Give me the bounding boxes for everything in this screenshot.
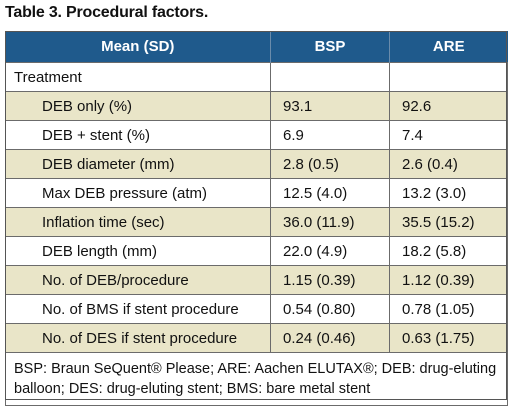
cell-are: 0.78 (1.05): [389, 294, 508, 324]
cell-bsp: 36.0 (11.9): [270, 207, 390, 237]
footnote-row: BSP: Braun SeQuent® Please; ARE: Aachen …: [5, 352, 508, 406]
row-label: Inflation time (sec): [5, 207, 271, 237]
cell-are: 2.6 (0.4): [389, 149, 508, 179]
row-label: DEB + stent (%): [5, 120, 271, 150]
cell-are: 92.6: [389, 91, 508, 121]
cell-bsp: 2.8 (0.5): [270, 149, 390, 179]
cell-bsp: 6.9: [270, 120, 390, 150]
cell-are: 18.2 (5.8): [389, 236, 508, 266]
header-are: ARE: [389, 31, 508, 63]
cell-are: 7.4: [389, 120, 508, 150]
table-row: No. of DES if stent procedure 0.24 (0.46)…: [5, 323, 508, 353]
cell-are: 0.63 (1.75): [389, 323, 508, 353]
table-row: No. of DEB/procedure 1.15 (0.39) 1.12 (0.3…: [5, 265, 508, 295]
procedural-factors-table: Mean (SD) BSP ARE Treatment DEB only (%)…: [5, 31, 508, 406]
table-title: Table 3. Procedural factors.: [5, 4, 209, 21]
section-empty-bsp: [270, 62, 390, 92]
row-label: DEB length (mm): [5, 236, 271, 266]
row-label: No. of DES if stent procedure: [5, 323, 271, 353]
table-row: DEB + stent (%) 6.9 7.4: [5, 120, 508, 150]
table-row: DEB only (%) 93.1 92.6: [5, 91, 508, 121]
table-row: DEB length (mm) 22.0 (4.9) 18.2 (5.8): [5, 236, 508, 266]
cell-bsp: 1.15 (0.39): [270, 265, 390, 295]
section-empty-are: [389, 62, 508, 92]
footnote: BSP: Braun SeQuent® Please; ARE: Aachen …: [5, 352, 508, 406]
row-label: No. of DEB/procedure: [5, 265, 271, 295]
header-bsp: BSP: [270, 31, 390, 63]
table-row: No. of BMS if stent procedure 0.54 (0.80)…: [5, 294, 508, 324]
section-row: Treatment: [5, 62, 508, 92]
row-label: DEB diameter (mm): [5, 149, 271, 179]
row-label: No. of BMS if stent procedure: [5, 294, 271, 324]
header-row: Mean (SD) BSP ARE: [5, 31, 508, 63]
table-row: DEB diameter (mm) 2.8 (0.5) 2.6 (0.4): [5, 149, 508, 179]
cell-are: 13.2 (3.0): [389, 178, 508, 208]
cell-are: 35.5 (15.2): [389, 207, 508, 237]
header-mean-sd: Mean (SD): [5, 31, 271, 63]
row-label: DEB only (%): [5, 91, 271, 121]
table-row: Inflation time (sec) 36.0 (11.9) 35.5 (15.…: [5, 207, 508, 237]
cell-are: 1.12 (0.39): [389, 265, 508, 295]
table-row: Max DEB pressure (atm) 12.5 (4.0) 13.2 (3.…: [5, 178, 508, 208]
row-label: Max DEB pressure (atm): [5, 178, 271, 208]
cell-bsp: 0.24 (0.46): [270, 323, 390, 353]
cell-bsp: 93.1: [270, 91, 390, 121]
section-label: Treatment: [5, 62, 271, 92]
cell-bsp: 12.5 (4.0): [270, 178, 390, 208]
cell-bsp: 0.54 (0.80): [270, 294, 390, 324]
cell-bsp: 22.0 (4.9): [270, 236, 390, 266]
